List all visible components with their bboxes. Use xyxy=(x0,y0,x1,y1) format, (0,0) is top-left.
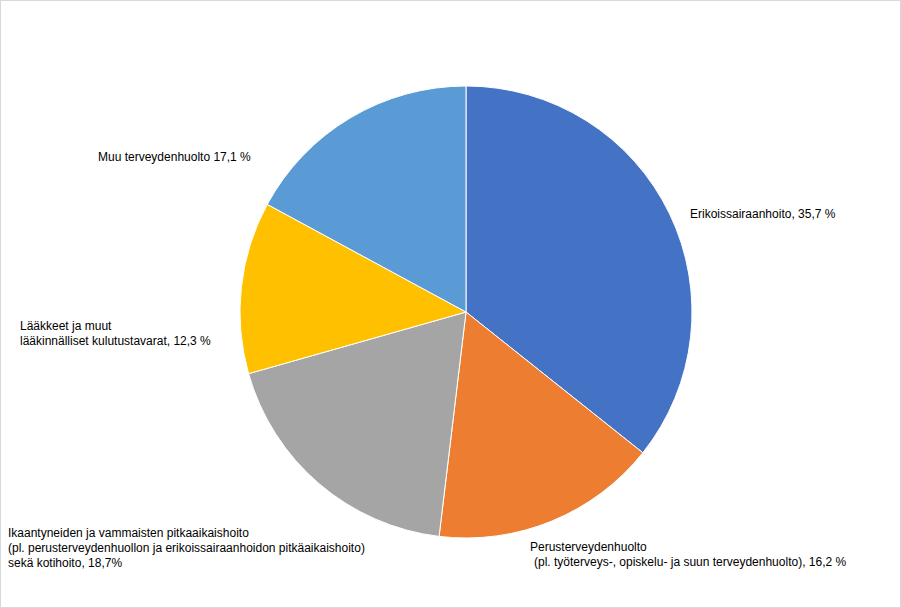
pie-slice xyxy=(439,312,643,538)
chart-frame xyxy=(1,1,901,608)
slice-label: Ikaantyneiden ja vammaisten pitkaaikaish… xyxy=(8,526,365,570)
slice-label: Perusterveydenhuolto(pl. työterveys-, op… xyxy=(530,540,846,569)
pie-slice xyxy=(267,86,466,312)
chart: Erikoissairaanhoito, 35,7 % Perusterveyde… xyxy=(0,0,901,608)
slice-label-line: Lääkkeet ja muut xyxy=(20,319,112,333)
slice-label-line: (pl. perusterveydenhuollon ja erikoissai… xyxy=(8,541,365,555)
slice-label: Erikoissairaanhoito, 35,7 % xyxy=(690,207,836,221)
slice-label-line: lääkinnälliset kulutustavarat, 12,3 % xyxy=(20,334,211,348)
slice-label: Muu terveydenhuolto 17,1 % xyxy=(98,150,251,164)
labels: Erikoissairaanhoito, 35,7 % Perusterveyde… xyxy=(8,150,846,570)
slice-label-line: Ikaantyneiden ja vammaisten pitkaaikaish… xyxy=(8,526,249,540)
pie xyxy=(240,86,692,538)
slice-label-line: Erikoissairaanhoito, 35,7 % xyxy=(690,207,836,221)
slice-label-line: (pl. työterveys-, opiskelu- ja suun terv… xyxy=(534,555,846,569)
slice-label-line: Perusterveydenhuolto xyxy=(530,540,647,554)
slice-label-line: sekä kotihoito, 18,7% xyxy=(8,556,122,570)
slice-label-line: Muu terveydenhuolto 17,1 % xyxy=(98,150,251,164)
slice-label: Lääkkeet ja muutlääkinnälliset kulutusta… xyxy=(20,319,211,348)
